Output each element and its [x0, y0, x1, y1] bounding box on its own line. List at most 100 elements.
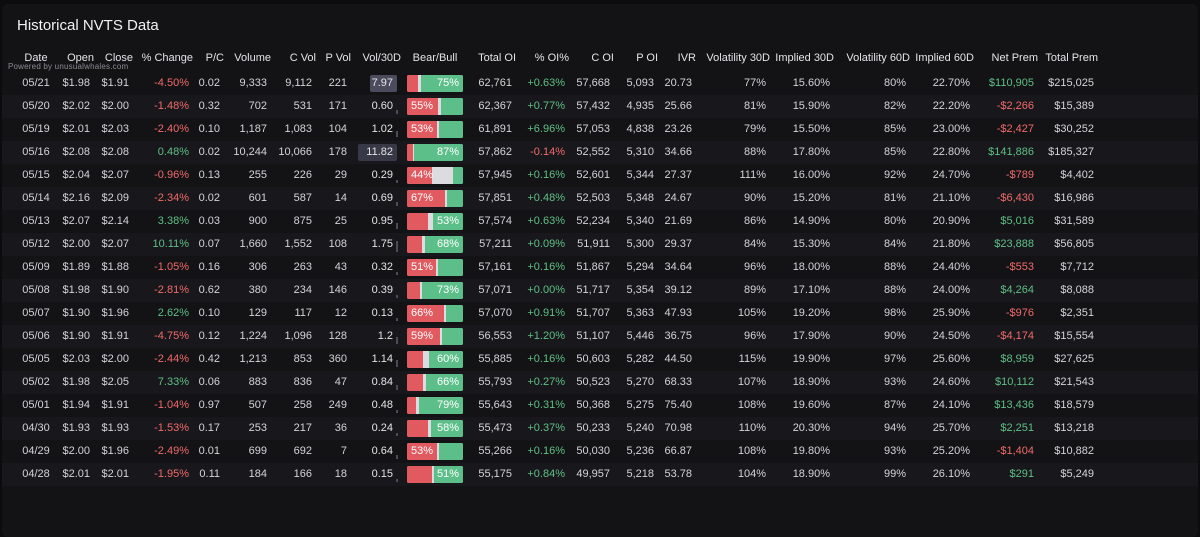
vol-30d-bar — [396, 241, 398, 252]
bull-segment — [421, 75, 463, 92]
cell-volume: 184 — [248, 468, 267, 480]
cell-ivr: 21.69 — [664, 215, 692, 227]
bear-segment — [407, 259, 436, 276]
vol-30d-value: 0.69 — [371, 192, 393, 204]
cell-volatility-30d: 110% — [738, 422, 766, 434]
column-header-bear-bull[interactable]: Bear/Bull — [412, 52, 458, 64]
cell-ivr: 39.12 — [664, 284, 692, 296]
cell-call-oi: 49,957 — [576, 468, 610, 480]
bear-bull-bar: 44% — [407, 167, 463, 184]
table-row[interactable]: 04/29 $2.00 $1.96 -2.49% 0.01 699 692 7 0.64 53% 5… — [2, 440, 1198, 463]
column-header-implied-30d[interactable]: Implied 30D — [775, 52, 834, 64]
table-row[interactable]: 05/07 $1.90 $1.96 2.62% 0.10 129 117 12 0.13 66% 5… — [2, 302, 1198, 325]
column-header-volume[interactable]: Volume — [234, 52, 271, 64]
panel-title: Historical NVTS Data — [17, 17, 159, 34]
cell-put-call: 0.07 — [198, 238, 220, 250]
cell-volatility-30d: 86% — [743, 215, 766, 227]
cell-volume: 380 — [248, 284, 267, 296]
column-header-call-oi[interactable]: C OI — [591, 52, 614, 64]
column-header-total-prem[interactable]: Total Prem — [1045, 52, 1098, 64]
column-header-total-oi[interactable]: Total OI — [478, 52, 516, 64]
column-header-implied-60d[interactable]: Implied 60D — [915, 52, 974, 64]
cell-net-prem: $2,251 — [1000, 422, 1034, 434]
column-header-volatility-30d[interactable]: Volatility 30D — [706, 52, 770, 64]
column-header-pct-change[interactable]: % Change — [141, 52, 193, 64]
cell-put-oi: 5,446 — [626, 330, 654, 342]
cell-implied-60d: 23.00% — [932, 123, 970, 135]
bull-segment — [433, 213, 463, 230]
column-header-call-volume[interactable]: C Vol — [289, 52, 316, 64]
column-header-oi-pct[interactable]: % OI% — [534, 52, 569, 64]
cell-put-call: 0.16 — [198, 261, 220, 273]
table-row[interactable]: 05/21 $1.98 $1.91 -4.50% 0.02 9,333 9,112 221 7.… — [2, 72, 1198, 95]
cell-open: $1.90 — [62, 330, 90, 342]
table-row[interactable]: 05/09 $1.89 $1.88 -1.05% 0.16 306 263 43 0.32 51%… — [2, 256, 1198, 279]
table-row[interactable]: 05/13 $2.07 $2.14 3.38% 0.03 900 875 25 0.95 53% 5… — [2, 210, 1198, 233]
column-header-close[interactable]: Close — [104, 52, 133, 64]
table-row[interactable]: 05/14 $2.16 $2.09 -2.34% 0.02 601 587 14 0.69 67%… — [2, 187, 1198, 210]
cell-date: 05/14 — [22, 192, 50, 204]
cell-pct-change: 2.62% — [157, 307, 189, 319]
cell-date: 05/02 — [22, 376, 50, 388]
cell-volume: 900 — [248, 215, 267, 227]
vol-30d-value: 11.82 — [358, 144, 397, 161]
column-header-date[interactable]: Date — [24, 52, 48, 64]
column-header-open[interactable]: Open — [67, 52, 94, 64]
cell-pct-change: -2.44% — [154, 353, 189, 365]
cell-total-prem: $4,402 — [1060, 169, 1094, 181]
bear-segment — [407, 190, 445, 207]
table-row[interactable]: 05/08 $1.98 $1.90 -2.81% 0.62 380 234 146 0.39 73… — [2, 279, 1198, 302]
cell-open: $2.01 — [62, 123, 90, 135]
table-row[interactable]: 05/19 $2.01 $2.03 -2.40% 0.10 1,187 1,083 104 1.… — [2, 118, 1198, 141]
table-row[interactable]: 05/16 $2.08 $2.08 0.48% 0.02 10,244 10,066 178 1… — [2, 141, 1198, 164]
cell-total-oi: 57,161 — [478, 261, 512, 273]
table-row[interactable]: 05/06 $1.90 $1.91 -4.75% 0.12 1,224 1,096 128 1.… — [2, 325, 1198, 348]
cell-oi-pct: +0.63% — [527, 77, 565, 89]
vol-30d-value: 0.60 — [371, 100, 393, 112]
cell-put-oi: 5,363 — [626, 307, 654, 319]
cell-close: $1.96 — [101, 307, 129, 319]
table-row[interactable]: 05/02 $1.98 $2.05 7.33% 0.06 883 836 47 0.84 66% 5… — [2, 371, 1198, 394]
cell-pct-change: -2.49% — [154, 445, 189, 457]
table-row[interactable]: 04/30 $1.93 $1.93 -1.53% 0.17 253 217 36 0.24 58%… — [2, 417, 1198, 440]
column-header-put-volume[interactable]: P Vol — [325, 52, 352, 64]
table-row[interactable]: 05/05 $2.03 $2.00 -2.44% 0.42 1,213 853 360 1.14… — [2, 348, 1198, 371]
column-header-put-oi[interactable]: P OI — [636, 52, 658, 64]
cell-volume: 883 — [248, 376, 267, 388]
cell-put-call: 0.06 — [198, 376, 220, 388]
column-header-volatility-60d[interactable]: Volatility 60D — [846, 52, 910, 64]
cell-oi-pct: +0.16% — [527, 445, 565, 457]
cell-volatility-60d: 92% — [883, 169, 906, 181]
cell-implied-30d: 15.60% — [792, 77, 830, 89]
cell-close: $1.91 — [101, 330, 129, 342]
column-header-vol-30d[interactable]: Vol/30D — [362, 52, 401, 64]
bear-bull-bar: 67% — [407, 190, 463, 207]
column-header-put-call[interactable]: P/C — [205, 52, 224, 64]
table-row[interactable]: 05/15 $2.04 $2.07 -0.96% 0.13 255 226 29 0.29 44%… — [2, 164, 1198, 187]
cell-put-call: 0.02 — [198, 77, 220, 89]
table-row[interactable]: 05/20 $2.02 $2.00 -1.48% 0.32 702 531 171 0.60 55… — [2, 95, 1198, 118]
bear-segment — [407, 351, 424, 368]
table-row[interactable]: 05/01 $1.94 $1.91 -1.04% 0.97 507 258 249 0.48 79… — [2, 394, 1198, 417]
table-row[interactable]: 04/28 $2.01 $2.01 -1.95% 0.11 184 166 18 0.15 51%… — [2, 463, 1198, 486]
cell-pct-change: 7.33% — [157, 376, 189, 388]
cell-put-call: 0.01 — [198, 445, 220, 457]
cell-volume: 9,333 — [239, 77, 267, 89]
column-header-ivr[interactable]: IVR — [677, 52, 696, 64]
cell-volume: 601 — [248, 192, 267, 204]
cell-call-oi: 52,552 — [576, 146, 610, 158]
vol-30d-value: 0.32 — [371, 261, 393, 273]
cell-volatility-30d: 90% — [743, 192, 766, 204]
column-header-net-prem[interactable]: Net Prem — [991, 52, 1038, 64]
cell-volatility-30d: 96% — [743, 261, 766, 273]
cell-implied-60d: 21.10% — [932, 192, 970, 204]
cell-date: 05/09 — [22, 261, 50, 273]
cell-total-prem: $8,088 — [1060, 284, 1094, 296]
cell-net-prem: -$6,430 — [996, 192, 1034, 204]
cell-call-volume: 875 — [293, 215, 312, 227]
cell-total-prem: $18,579 — [1054, 399, 1094, 411]
vol-30d-value: 0.84 — [371, 376, 393, 388]
cell-call-volume: 234 — [293, 284, 312, 296]
table-row[interactable]: 05/12 $2.00 $2.07 10.11% 0.07 1,660 1,552 108 1.… — [2, 233, 1198, 256]
cell-put-oi: 4,838 — [626, 123, 654, 135]
